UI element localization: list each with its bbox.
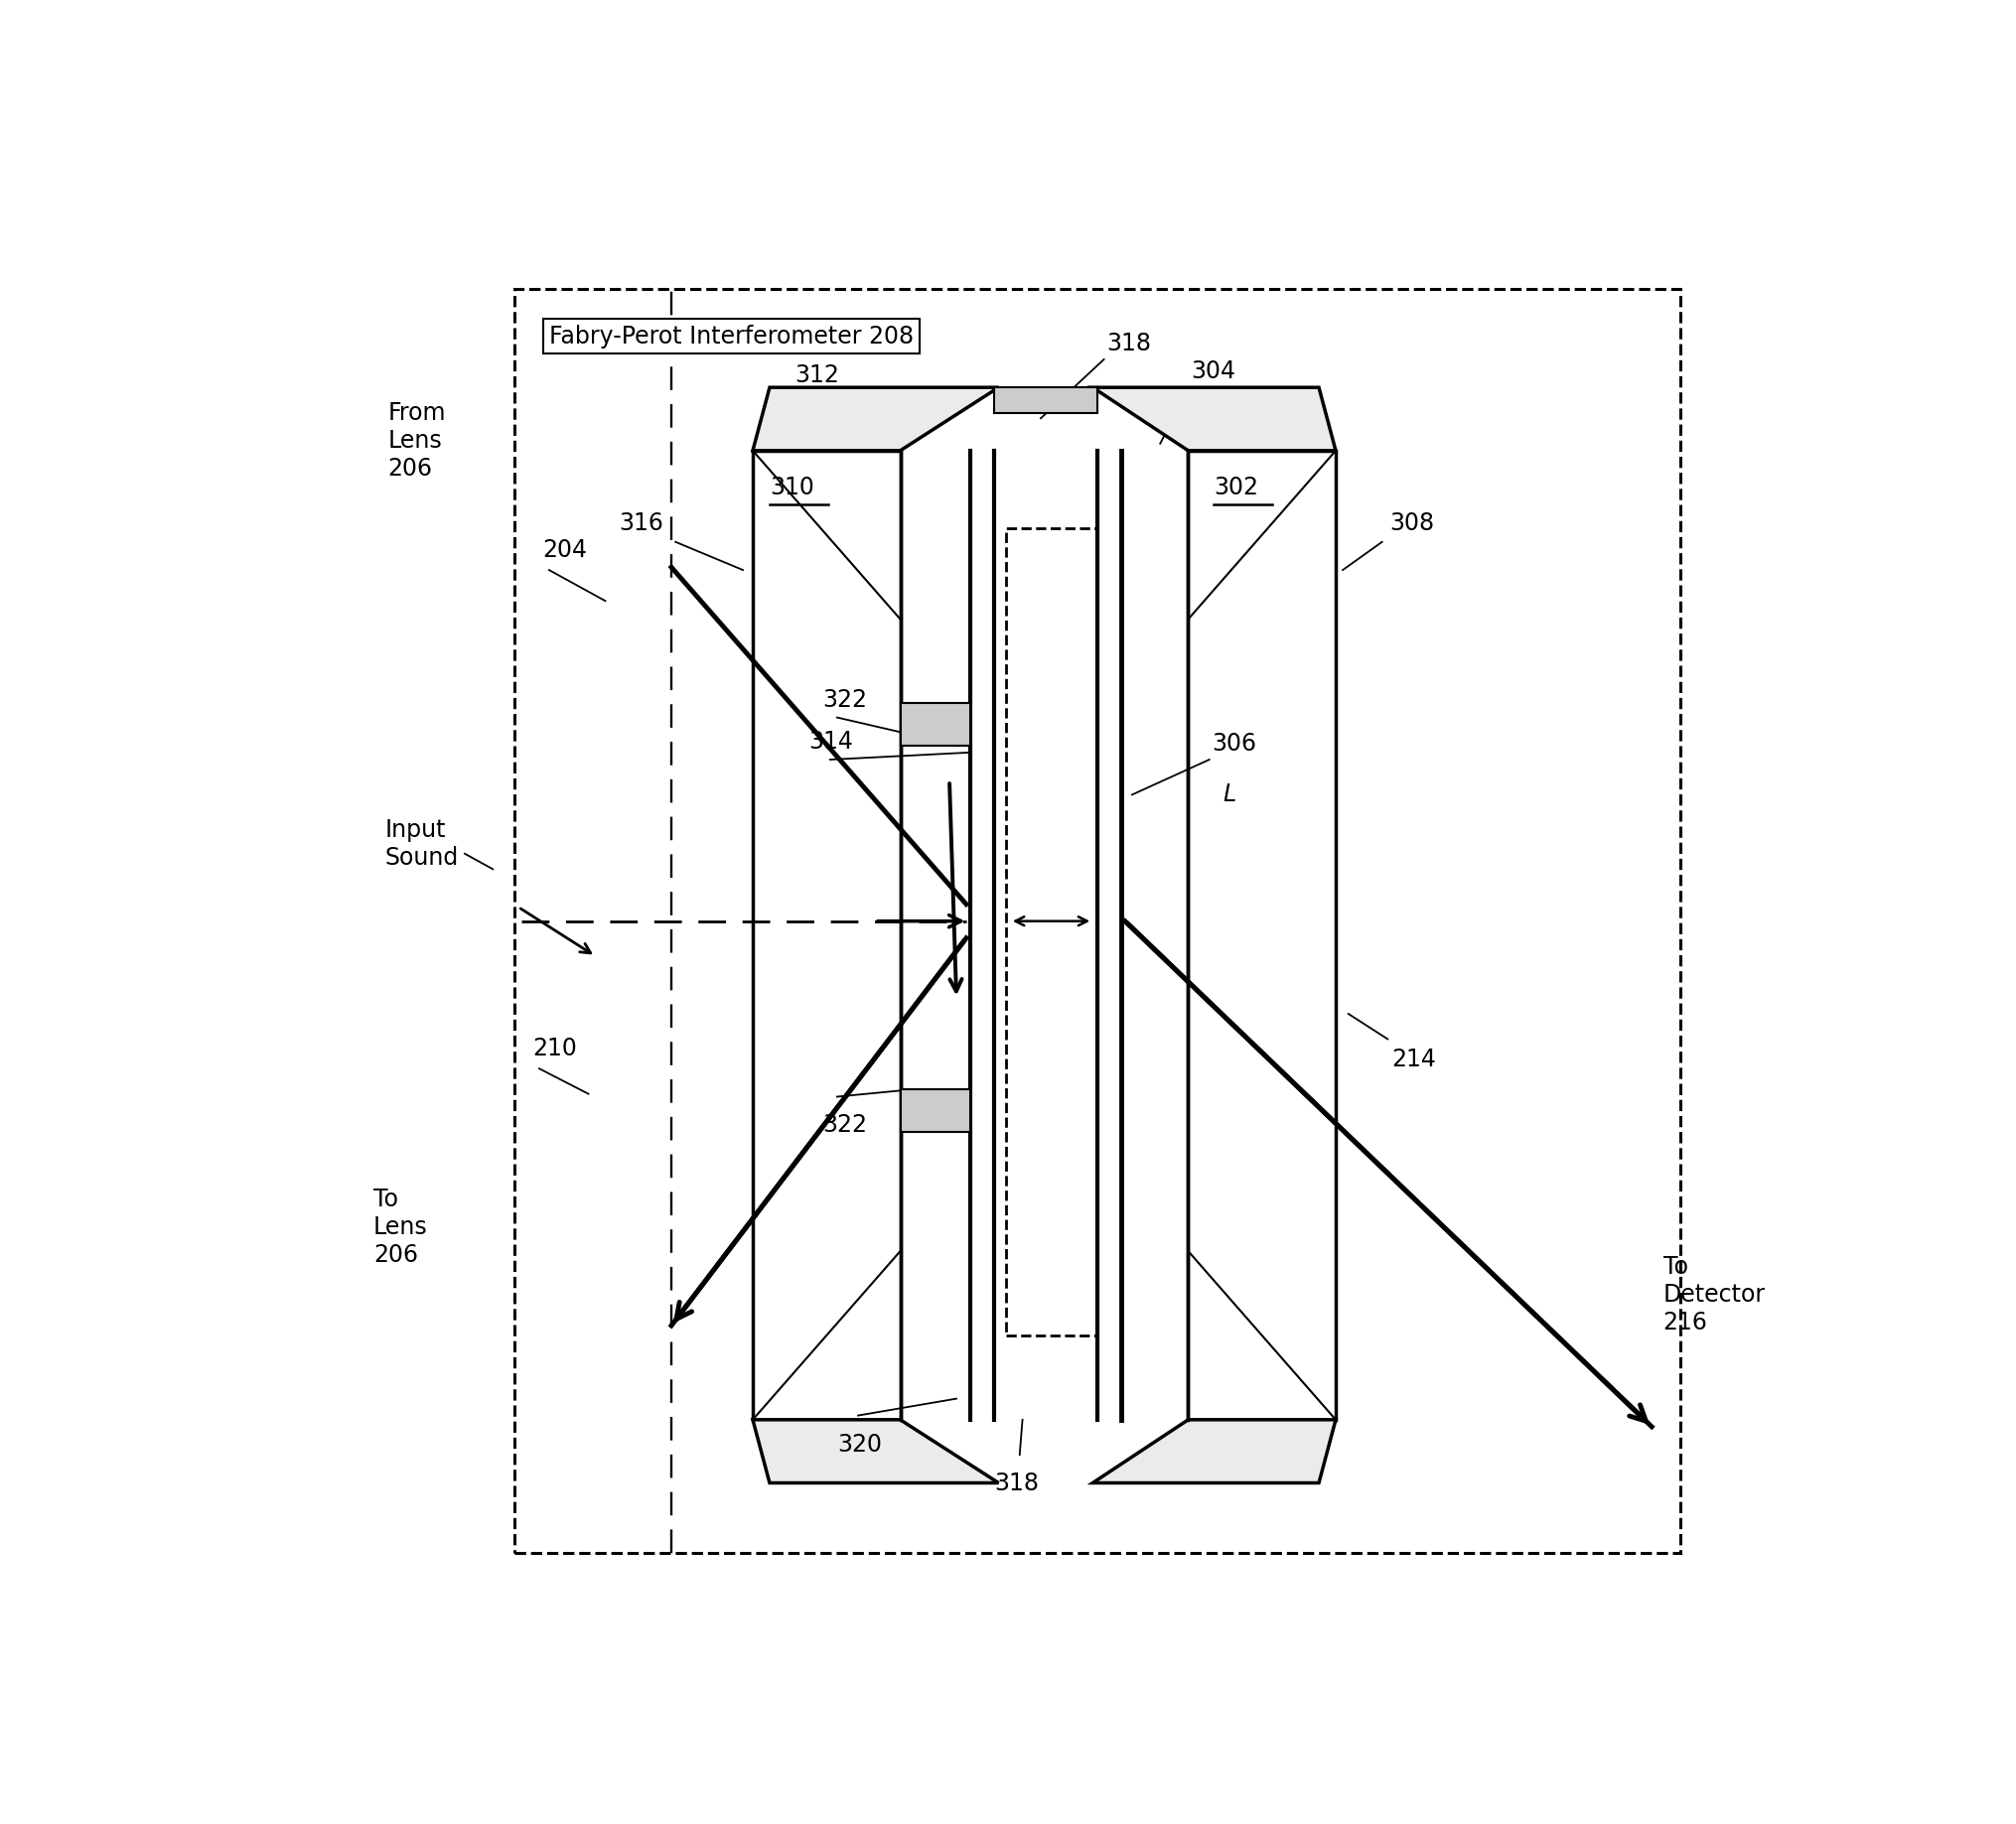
Text: 318: 318 [994,1472,1038,1496]
Text: 310: 310 [770,476,814,500]
Text: 312: 312 [794,363,839,387]
Text: Fabry-Perot Interferometer 208: Fabry-Perot Interferometer 208 [548,325,913,348]
Text: To
Lens
206: To Lens 206 [373,1187,427,1268]
Polygon shape [1093,387,1335,451]
Text: 320: 320 [837,1432,881,1456]
Text: 322: 322 [823,1113,867,1138]
Polygon shape [752,1419,998,1483]
Text: 204: 204 [542,538,587,562]
Bar [514,288,1679,1554]
Bar [1187,451,1335,1419]
Text: 210: 210 [532,1036,577,1060]
Bar [752,451,899,1419]
Text: 304: 304 [1191,359,1236,383]
Text: 308: 308 [1389,511,1433,534]
Text: L: L [1224,782,1236,806]
Bar [899,704,970,746]
Text: To
Detector
216: To Detector 216 [1663,1255,1764,1335]
Bar [899,1089,970,1131]
Text: 318: 318 [1107,332,1151,356]
Text: 314: 314 [808,730,853,753]
Text: 316: 316 [619,511,663,534]
Text: Input
Sound: Input Sound [385,819,458,870]
Polygon shape [752,387,998,451]
Bar [994,387,1097,412]
Text: From
Lens
206: From Lens 206 [387,401,446,480]
Polygon shape [1093,1419,1335,1483]
Text: 214: 214 [1391,1047,1435,1071]
Text: 322: 322 [823,688,867,711]
Text: 302: 302 [1214,476,1258,500]
Text: 306: 306 [1212,731,1256,755]
Bar [1006,527,1097,1335]
